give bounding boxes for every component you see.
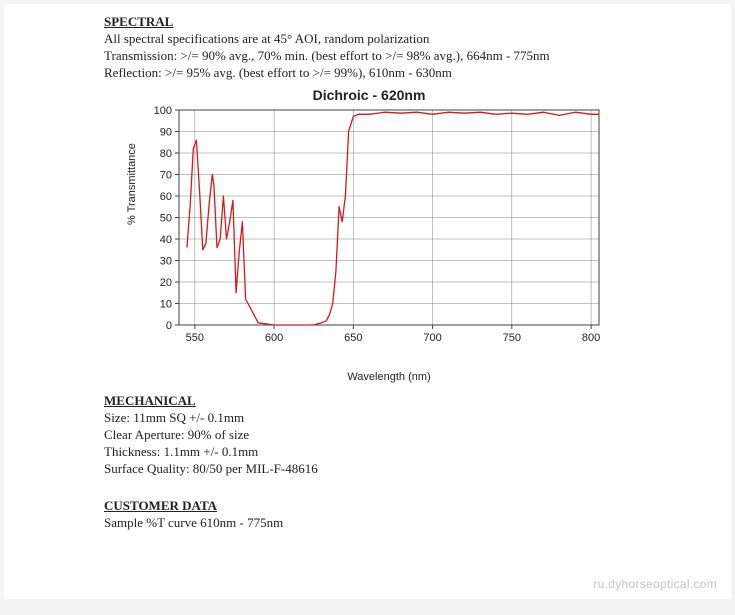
spectral-line-3: Reflection: >/= 95% avg. (best effort to…: [104, 65, 721, 81]
spectral-line-2: Transmission: >/= 90% avg., 70% min. (be…: [104, 48, 721, 64]
mechanical-thickness: Thickness: 1.1mm +/- 0.1mm: [104, 444, 721, 460]
svg-text:40: 40: [160, 234, 172, 246]
spectral-line-1: All spectral specifications are at 45° A…: [104, 31, 721, 47]
chart-title: Dichroic - 620nm: [134, 87, 604, 103]
chart-container: Dichroic - 620nm % Transmittance 0102030…: [134, 87, 604, 383]
svg-text:650: 650: [344, 332, 362, 344]
svg-text:600: 600: [265, 332, 283, 344]
mechanical-size: Size: 11mm SQ +/- 0.1mm: [104, 410, 721, 426]
svg-text:30: 30: [160, 256, 172, 268]
customer-line-1: Sample %T curve 610nm - 775nm: [104, 515, 721, 531]
svg-text:800: 800: [582, 332, 600, 344]
svg-text:50: 50: [160, 213, 172, 225]
svg-text:60: 60: [160, 191, 172, 203]
svg-text:0: 0: [166, 320, 172, 332]
chart-svg: 0 10 20 30 40 50 60 70 80 90 100 550 600 650 700 750 800: [134, 105, 604, 355]
svg-text:20: 20: [160, 277, 172, 289]
svg-text:550: 550: [186, 332, 204, 344]
svg-text:90: 90: [160, 127, 172, 139]
chart-y-axis-label: % Transmittance: [126, 143, 138, 225]
svg-text:70: 70: [160, 170, 172, 182]
chart-x-axis-label: Wavelength (nm): [174, 371, 604, 383]
svg-text:80: 80: [160, 148, 172, 160]
svg-text:700: 700: [423, 332, 441, 344]
watermark-text: ru.dyhorseoptical.com: [593, 577, 717, 591]
mechanical-surface: Surface Quality: 80/50 per MIL-F-48616: [104, 461, 721, 477]
mechanical-aperture: Clear Aperture: 90% of size: [104, 427, 721, 443]
svg-text:750: 750: [503, 332, 521, 344]
spectral-heading: SPECTRAL: [104, 14, 721, 30]
mechanical-heading: MECHANICAL: [104, 393, 721, 409]
svg-text:100: 100: [154, 105, 172, 117]
customer-heading: CUSTOMER DATA: [104, 498, 721, 514]
page: SPECTRAL All spectral specifications are…: [4, 4, 731, 599]
chart-plot-area: % Transmittance 010203040506070809010055…: [134, 105, 604, 355]
svg-text:10: 10: [160, 299, 172, 311]
